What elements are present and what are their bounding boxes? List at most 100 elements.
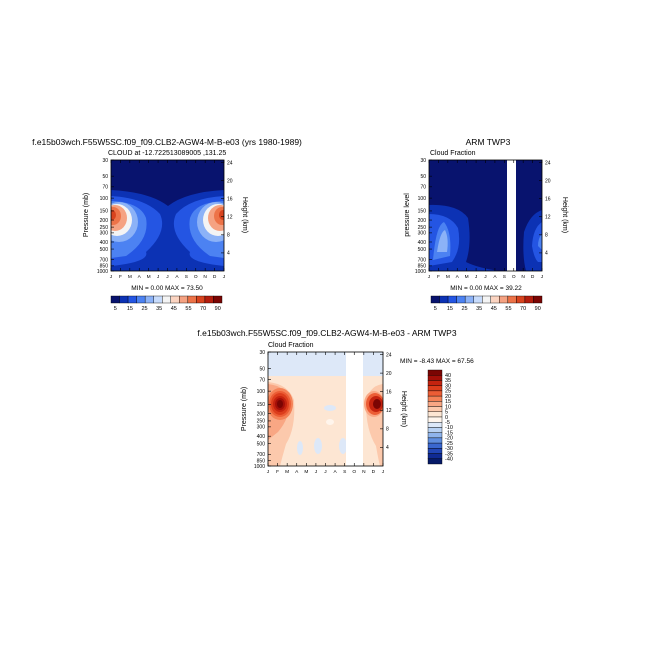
y-tick-label: 50: [259, 366, 265, 372]
x-tick-label: M: [147, 274, 151, 280]
y-tick-label: 150: [100, 209, 109, 215]
y-tick-label: 500: [100, 247, 109, 253]
y-right-tick-label: 16: [545, 196, 551, 202]
colorbar-label: 35: [476, 306, 482, 312]
colorbar-label: 45: [491, 306, 497, 312]
y-right-tick-label: 12: [386, 408, 392, 414]
x-tick-label: F: [119, 274, 122, 280]
y-right-tick-label: 24: [386, 352, 392, 358]
y-right-tick-label: 16: [227, 196, 233, 202]
panel-obs-stats: MIN = 0.00 MAX = 39.22: [450, 285, 522, 292]
y-right-tick-label: 20: [227, 178, 233, 184]
colorbar-box: [427, 406, 443, 412]
panel-model-ylabel-right: Height (km): [241, 197, 248, 233]
panel-model-stats: MIN = 0.00 MAX = 73.50: [131, 285, 203, 292]
colorbar-box: [427, 395, 443, 402]
y-tick-label: 200: [100, 218, 109, 224]
y-tick-label: 300: [257, 425, 266, 431]
x-tick-label: J: [324, 469, 327, 475]
colorbar-box: [524, 295, 534, 304]
panel-diff-stats: MIN = -8.43 MAX = 67.56: [400, 358, 474, 365]
panel-model-colorbar: [110, 295, 223, 304]
colorbar-box: [427, 385, 443, 392]
x-tick-label: A: [456, 274, 460, 280]
x-tick-label: O: [194, 274, 198, 280]
y-tick-label: 1000: [415, 269, 426, 275]
colorbar-box: [427, 369, 443, 376]
y-right-tick-label: 4: [227, 251, 230, 257]
colorbar-box: [427, 416, 443, 423]
x-tick-label: J: [223, 274, 226, 280]
x-tick-label: A: [333, 469, 337, 475]
y-tick-label: 500: [418, 247, 427, 253]
colorbar-label: 70: [200, 306, 206, 312]
colorbar-box: [144, 295, 154, 304]
x-tick-label: S: [185, 274, 188, 280]
x-tick-label: A: [138, 274, 142, 280]
colorbar-box: [187, 295, 197, 304]
panel-obs-colorbar: [430, 295, 543, 304]
x-tick-label: J: [110, 274, 113, 280]
colorbar-box: [204, 295, 214, 304]
colorbar-box: [516, 295, 526, 304]
y-right-tick-label: 8: [386, 427, 389, 433]
y-tick-label: 100: [418, 196, 427, 202]
panel-model-ylabel: Pressure (mb): [83, 193, 90, 237]
y-tick-label: 200: [418, 218, 427, 224]
colorbar-box: [427, 432, 443, 439]
y-right-tick-label: 24: [545, 160, 551, 166]
y-tick-label: 850: [257, 459, 266, 465]
colorbar-label: -20: [445, 436, 453, 442]
colorbar-box: [427, 401, 443, 407]
y-tick-label: 400: [257, 434, 266, 440]
y-tick-label: 1000: [97, 269, 108, 275]
colorbar-box: [430, 295, 440, 304]
panel-diff-ylabel: Pressure (mb): [241, 387, 248, 431]
colorbar-label: -25: [445, 441, 453, 447]
panel-model-field: [111, 160, 224, 271]
colorbar-label: 5: [114, 306, 117, 312]
colorbar-box: [482, 295, 491, 304]
panel-obs-subtitle: Cloud Fraction: [430, 150, 476, 157]
x-tick-label: J: [315, 469, 318, 475]
x-tick-label: A: [295, 469, 299, 475]
colorbar-label: 70: [520, 306, 526, 312]
y-right-tick-label: 8: [227, 233, 230, 239]
colorbar-label: 35: [445, 378, 451, 384]
panel-obs-title: ARM TWP3: [466, 137, 511, 147]
panel-obs-y-ticks-right: 24 20 16 12 8 4: [539, 160, 551, 257]
colorbar-box: [427, 422, 443, 428]
colorbar-box: [427, 448, 443, 454]
y-tick-label: 30: [420, 158, 426, 164]
colorbar-box: [439, 295, 449, 304]
y-tick-label: 70: [259, 377, 265, 383]
panel-diff: f.e15b03wch.F55W5SC.f09_f09.CLB2-AGW4-M-…: [197, 328, 474, 475]
x-tick-label: J: [428, 274, 431, 280]
colorbar-label: 15: [447, 306, 453, 312]
y-right-tick-label: 12: [227, 215, 233, 221]
colorbar-label: 25: [141, 306, 147, 312]
y-tick-label: 700: [100, 258, 109, 264]
y-tick-label: 200: [257, 411, 266, 417]
x-tick-label: J: [475, 274, 478, 280]
colorbar-box: [427, 427, 443, 433]
colorbar-box: [427, 411, 443, 418]
x-tick-label: D: [213, 274, 217, 280]
colorbar-box: [447, 295, 457, 304]
y-tick-label: 70: [102, 185, 108, 191]
colorbar-box: [490, 295, 500, 304]
panel-diff-subtitle: Cloud Fraction: [268, 342, 314, 349]
y-tick-label: 30: [259, 350, 265, 356]
y-tick-label: 70: [420, 185, 426, 191]
x-tick-label: M: [128, 274, 132, 280]
panel-model-subtitle: CLOUD at -12.722513089005 ,131.25: [108, 150, 226, 157]
colorbar-box: [127, 295, 137, 304]
panel-model: f.e15b03wch.F55W5SC.f09_f09.CLB2-AGW4-M-…: [32, 137, 302, 312]
y-tick-label: 150: [418, 209, 427, 215]
colorbar-label: 0: [445, 415, 448, 421]
y-tick-label: 100: [257, 389, 266, 395]
colorbar-label: 90: [215, 306, 221, 312]
